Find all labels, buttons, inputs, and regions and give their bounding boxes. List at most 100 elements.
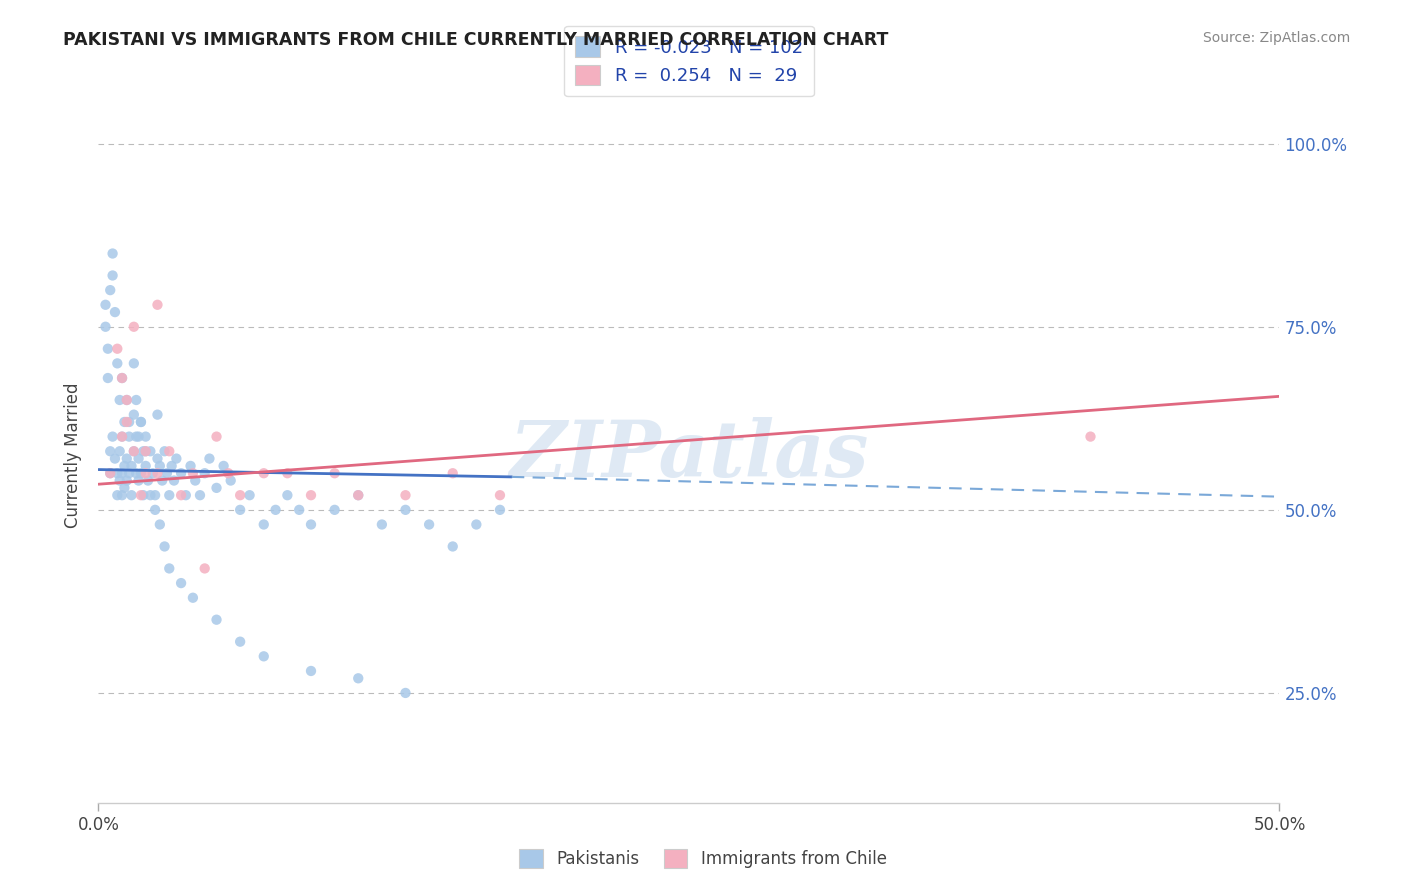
Point: [121, 488, 143, 502]
Point: [1080, 429, 1102, 443]
Point: [143, 503, 166, 517]
Point: [125, 467, 148, 481]
Point: [97, 342, 120, 356]
Point: [104, 305, 127, 319]
Point: [156, 467, 179, 481]
Point: [111, 429, 134, 443]
Point: [122, 444, 145, 458]
Point: [323, 467, 346, 481]
Point: [135, 429, 157, 443]
Point: [129, 415, 152, 429]
Point: [184, 474, 207, 488]
Point: [157, 561, 180, 575]
Point: [115, 451, 138, 466]
Point: [132, 444, 155, 458]
Point: [418, 517, 440, 532]
Point: [198, 451, 221, 466]
Point: [371, 517, 394, 532]
Point: [98, 467, 121, 481]
Point: [188, 488, 211, 502]
Point: [115, 474, 138, 488]
Point: [150, 474, 173, 488]
Point: [142, 467, 165, 481]
Point: [115, 392, 138, 407]
Point: [253, 517, 276, 532]
Point: [489, 503, 512, 517]
Point: [253, 649, 276, 664]
Point: [101, 246, 124, 260]
Point: [101, 429, 124, 443]
Point: [128, 429, 150, 443]
Point: [229, 634, 252, 648]
Point: [219, 474, 242, 488]
Point: [229, 488, 252, 502]
Point: [108, 444, 131, 458]
Point: [441, 540, 464, 554]
Point: [394, 503, 416, 517]
Point: [299, 664, 322, 678]
Point: [276, 467, 298, 481]
Point: [165, 451, 187, 466]
Point: [122, 408, 145, 422]
Point: [489, 488, 512, 502]
Point: [253, 467, 276, 481]
Point: [122, 356, 145, 370]
Point: [149, 458, 172, 473]
Point: [105, 356, 128, 370]
Point: [132, 488, 155, 502]
Point: [111, 488, 134, 502]
Point: [229, 503, 252, 517]
Point: [98, 467, 121, 481]
Point: [136, 474, 159, 488]
Point: [135, 444, 157, 458]
Point: [276, 488, 298, 502]
Legend: Pakistanis, Immigrants from Chile: Pakistanis, Immigrants from Chile: [513, 842, 893, 875]
Point: [146, 451, 169, 466]
Point: [170, 488, 193, 502]
Point: [139, 444, 162, 458]
Point: [97, 371, 120, 385]
Point: [125, 429, 148, 443]
Point: [98, 283, 121, 297]
Point: [118, 429, 141, 443]
Point: [239, 488, 262, 502]
Point: [125, 392, 148, 407]
Point: [212, 458, 235, 473]
Text: Source: ZipAtlas.com: Source: ZipAtlas.com: [1202, 31, 1350, 45]
Point: [129, 467, 152, 481]
Y-axis label: Currently Married: Currently Married: [65, 382, 83, 528]
Point: [347, 488, 370, 502]
Point: [105, 488, 128, 502]
Point: [153, 540, 176, 554]
Point: [299, 517, 322, 532]
Point: [98, 444, 121, 458]
Point: [108, 392, 131, 407]
Point: [217, 467, 239, 481]
Point: [128, 451, 150, 466]
Point: [111, 429, 134, 443]
Point: [135, 467, 157, 481]
Point: [149, 517, 172, 532]
Point: [194, 467, 217, 481]
Point: [205, 481, 228, 495]
Point: [394, 488, 416, 502]
Point: [157, 444, 180, 458]
Point: [105, 342, 128, 356]
Point: [394, 686, 416, 700]
Point: [111, 371, 134, 385]
Point: [181, 591, 204, 605]
Point: [299, 488, 322, 502]
Point: [194, 561, 217, 575]
Point: [181, 467, 204, 481]
Point: [101, 268, 124, 283]
Point: [163, 474, 186, 488]
Point: [205, 429, 228, 443]
Point: [112, 481, 135, 495]
Text: ZIPatlas: ZIPatlas: [509, 417, 869, 493]
Text: PAKISTANI VS IMMIGRANTS FROM CHILE CURRENTLY MARRIED CORRELATION CHART: PAKISTANI VS IMMIGRANTS FROM CHILE CURRE…: [63, 31, 889, 49]
Point: [122, 319, 145, 334]
Point: [264, 503, 287, 517]
Point: [135, 444, 157, 458]
Point: [118, 467, 141, 481]
Point: [105, 467, 128, 481]
